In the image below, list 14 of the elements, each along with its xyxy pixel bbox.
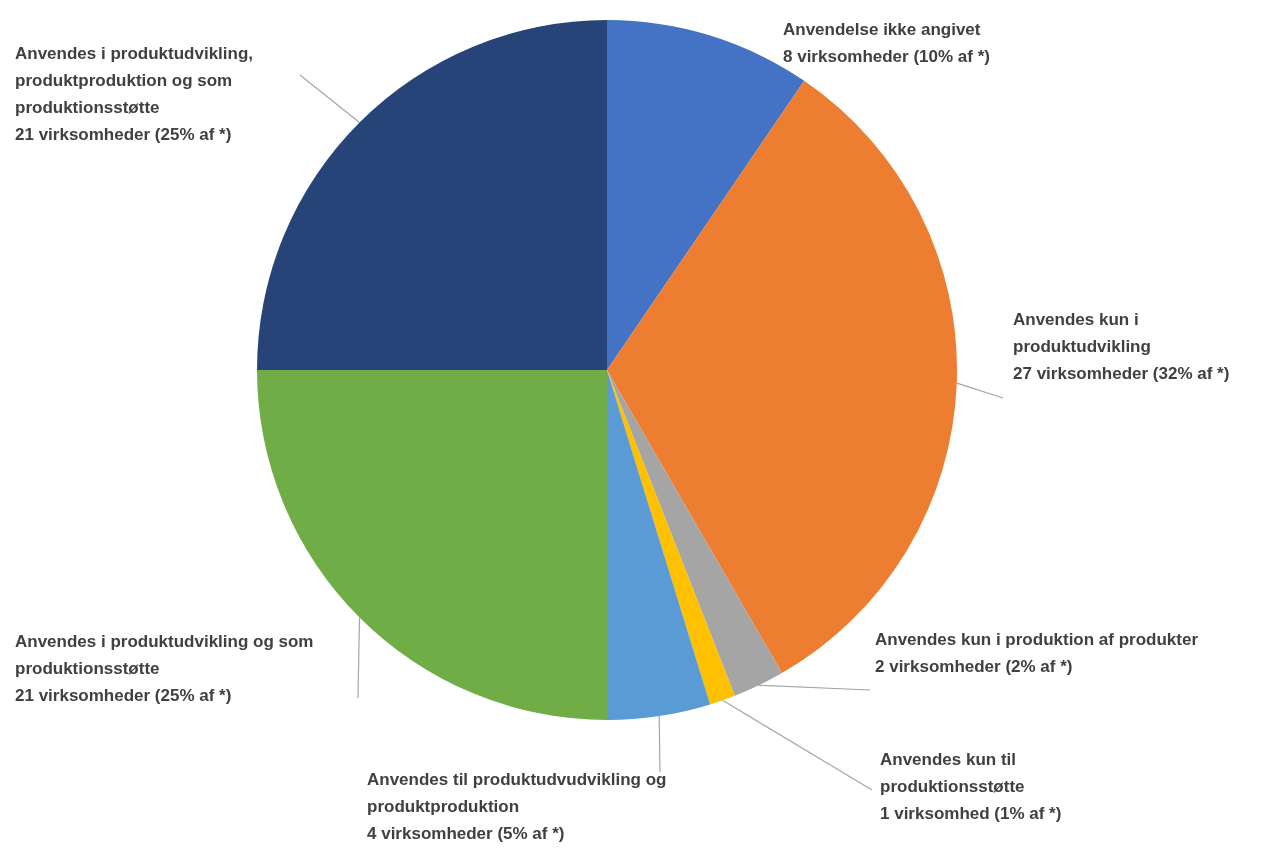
data-label: 2 virksomheder (2% af *) bbox=[875, 657, 1073, 677]
slice-label: Anvendelse ikke angivet bbox=[783, 20, 981, 40]
data-label: 21 virksomheder (25% af *) bbox=[15, 686, 232, 706]
slice-label: Anvendes i produktudvikling, produktproduktion og som produktionsstøtte bbox=[15, 44, 254, 118]
data-label: 21 virksomheder (25% af *) bbox=[15, 125, 232, 145]
slice-label: Anvendes til produktudvudvikling og produktproduktion bbox=[367, 770, 667, 817]
data-label: 1 virksomhed (1% af *) bbox=[880, 804, 1062, 824]
slice-label: Anvendes i produktudvikling og som produktionsstøtte bbox=[15, 632, 314, 679]
slice-label: Anvendes kun i produktion af produkter bbox=[875, 630, 1199, 650]
data-label: 4 virksomheder (5% af *) bbox=[367, 824, 565, 844]
slice-label: Anvendes kun i produktudvikling bbox=[1013, 310, 1151, 357]
data-label: 8 virksomheder (10% af *) bbox=[783, 47, 990, 67]
slice-label: Anvendes kun til produktionsstøtte bbox=[880, 750, 1025, 797]
data-label: 27 virksomheder (32% af *) bbox=[1013, 364, 1230, 384]
